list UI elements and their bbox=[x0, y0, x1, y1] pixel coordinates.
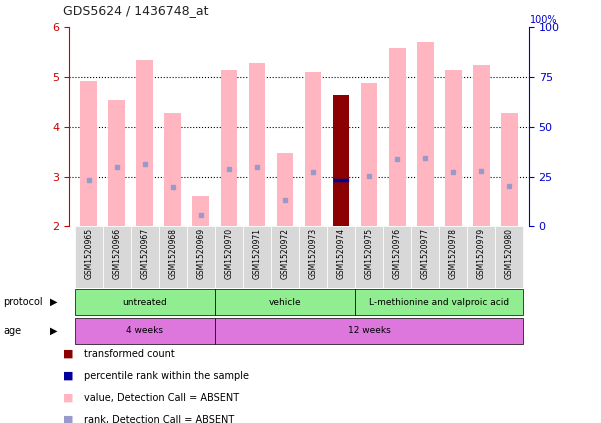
Text: GSM1520969: GSM1520969 bbox=[197, 228, 206, 279]
Bar bbox=[75, 318, 215, 344]
Bar bbox=[192, 196, 209, 226]
Text: ■: ■ bbox=[63, 415, 73, 423]
Text: GSM1520975: GSM1520975 bbox=[365, 228, 374, 279]
Bar bbox=[221, 70, 237, 226]
Bar bbox=[187, 226, 215, 288]
Bar bbox=[361, 83, 377, 226]
Bar bbox=[159, 226, 187, 288]
Bar bbox=[416, 42, 433, 226]
Text: 100%: 100% bbox=[529, 15, 557, 25]
Bar bbox=[467, 226, 495, 288]
Text: GSM1520974: GSM1520974 bbox=[337, 228, 346, 279]
Text: ■: ■ bbox=[63, 371, 73, 381]
Bar bbox=[165, 113, 182, 226]
Bar bbox=[389, 48, 406, 226]
Text: GSM1520965: GSM1520965 bbox=[84, 228, 93, 279]
Bar bbox=[215, 226, 243, 288]
Bar bbox=[215, 289, 355, 315]
Text: GSM1520970: GSM1520970 bbox=[224, 228, 233, 279]
Bar bbox=[501, 113, 517, 226]
Text: GSM1520967: GSM1520967 bbox=[140, 228, 149, 279]
Text: GSM1520980: GSM1520980 bbox=[505, 228, 514, 279]
Bar bbox=[305, 72, 322, 226]
Text: percentile rank within the sample: percentile rank within the sample bbox=[84, 371, 249, 381]
Bar bbox=[131, 226, 159, 288]
Bar bbox=[215, 318, 523, 344]
Bar bbox=[81, 81, 97, 226]
Text: GDS5624 / 1436748_at: GDS5624 / 1436748_at bbox=[63, 4, 209, 17]
Bar bbox=[473, 65, 490, 226]
Text: GSM1520971: GSM1520971 bbox=[252, 228, 261, 279]
Bar bbox=[103, 226, 131, 288]
Bar bbox=[411, 226, 439, 288]
Text: age: age bbox=[3, 326, 21, 336]
Bar bbox=[495, 226, 523, 288]
Bar bbox=[75, 226, 103, 288]
Text: 4 weeks: 4 weeks bbox=[126, 326, 163, 335]
Bar bbox=[355, 226, 383, 288]
Text: GSM1520977: GSM1520977 bbox=[421, 228, 430, 279]
Bar bbox=[445, 70, 462, 226]
Bar bbox=[243, 226, 271, 288]
Text: GSM1520976: GSM1520976 bbox=[392, 228, 401, 279]
Text: ■: ■ bbox=[63, 349, 73, 359]
Bar bbox=[299, 226, 327, 288]
Bar bbox=[355, 289, 523, 315]
Text: untreated: untreated bbox=[123, 297, 167, 307]
Text: rank, Detection Call = ABSENT: rank, Detection Call = ABSENT bbox=[84, 415, 234, 423]
Text: ■: ■ bbox=[63, 393, 73, 403]
Bar bbox=[383, 226, 411, 288]
Text: protocol: protocol bbox=[3, 297, 43, 307]
Bar bbox=[271, 226, 299, 288]
Bar bbox=[108, 99, 125, 226]
Text: 12 weeks: 12 weeks bbox=[348, 326, 391, 335]
Text: transformed count: transformed count bbox=[84, 349, 175, 359]
Bar bbox=[327, 226, 355, 288]
Text: L-methionine and valproic acid: L-methionine and valproic acid bbox=[369, 297, 509, 307]
Text: GSM1520966: GSM1520966 bbox=[112, 228, 121, 279]
Bar bbox=[136, 60, 153, 226]
Bar bbox=[332, 95, 349, 226]
Text: GSM1520978: GSM1520978 bbox=[449, 228, 458, 279]
Text: ▶: ▶ bbox=[50, 326, 57, 336]
Text: vehicle: vehicle bbox=[269, 297, 301, 307]
Text: GSM1520979: GSM1520979 bbox=[477, 228, 486, 279]
Text: value, Detection Call = ABSENT: value, Detection Call = ABSENT bbox=[84, 393, 239, 403]
Text: GSM1520968: GSM1520968 bbox=[168, 228, 177, 279]
Text: ▶: ▶ bbox=[50, 297, 57, 307]
Text: GSM1520973: GSM1520973 bbox=[308, 228, 317, 279]
Text: GSM1520972: GSM1520972 bbox=[281, 228, 290, 279]
Bar bbox=[276, 153, 293, 226]
Bar bbox=[75, 289, 215, 315]
Bar bbox=[249, 63, 266, 226]
Bar bbox=[439, 226, 467, 288]
